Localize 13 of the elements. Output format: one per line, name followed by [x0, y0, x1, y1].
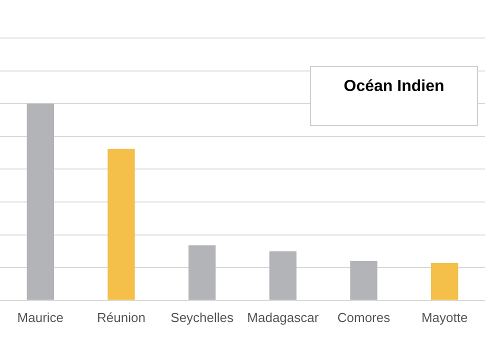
x-tick-label: Mayotte — [421, 310, 468, 325]
x-tick-label: Seychelles — [170, 310, 234, 325]
x-tick-label: Maurice — [17, 310, 64, 325]
x-tick-label: Madagascar — [247, 310, 320, 325]
bar — [188, 245, 216, 300]
x-tick-label: Réunion — [97, 310, 146, 325]
bar — [269, 251, 296, 300]
bar — [26, 104, 54, 300]
x-tick-label: Comores — [337, 310, 391, 325]
text-box: Océan Indien — [310, 66, 478, 126]
bar — [108, 148, 135, 300]
bar — [431, 263, 458, 300]
bar — [350, 261, 378, 300]
